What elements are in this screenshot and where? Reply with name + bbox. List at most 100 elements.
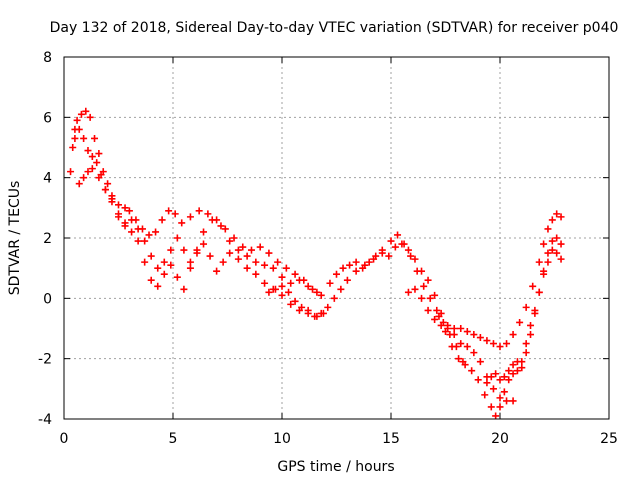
data-point (282, 264, 290, 272)
x-axis-label: GPS time / hours (277, 459, 394, 475)
series-track-1 (67, 107, 325, 299)
data-point (352, 258, 360, 266)
data-point (529, 282, 537, 290)
data-point (274, 258, 282, 266)
data-point (121, 222, 129, 230)
series-track-3 (75, 165, 327, 320)
data-point (513, 358, 521, 366)
data-point (516, 318, 524, 326)
data-point (378, 249, 386, 257)
data-point (553, 249, 561, 257)
data-point (82, 107, 90, 115)
data-point (158, 216, 166, 224)
data-point (420, 282, 428, 290)
series-track-6 (404, 210, 565, 351)
data-point (101, 186, 109, 194)
y-tick-label: 0 (43, 291, 52, 307)
data-point (91, 134, 99, 142)
data-point (352, 267, 360, 275)
data-point (461, 361, 469, 369)
data-point (509, 331, 517, 339)
data-point (385, 252, 393, 260)
data-point (213, 267, 221, 275)
data-point (448, 343, 456, 351)
data-point (304, 282, 312, 290)
data-point (261, 261, 269, 269)
data-point (186, 264, 194, 272)
y-tick-label: 6 (43, 110, 52, 126)
data-point (418, 267, 426, 275)
data-point (95, 174, 103, 182)
data-point (492, 412, 500, 419)
x-tick-label: 20 (491, 431, 509, 447)
data-point (128, 216, 136, 224)
data-point (496, 403, 504, 411)
data-point (147, 252, 155, 260)
data-point (391, 243, 399, 251)
data-point (509, 361, 517, 369)
y-tick-label: 4 (43, 171, 52, 187)
x-tick-label: 0 (60, 431, 69, 447)
data-point (553, 234, 561, 242)
data-point (483, 337, 491, 345)
data-point (206, 252, 214, 260)
data-point (535, 258, 543, 266)
data-point (219, 258, 227, 266)
data-point (265, 249, 273, 257)
data-point (269, 264, 277, 272)
data-point (513, 367, 521, 375)
data-point (221, 225, 229, 233)
data-point (247, 246, 255, 254)
data-point (265, 288, 273, 296)
data-point (337, 285, 345, 293)
data-point (317, 291, 325, 299)
data-point (278, 282, 286, 290)
axis-ticks (63, 56, 610, 420)
data-point (287, 300, 295, 308)
x-tick-label: 25 (600, 431, 618, 447)
data-point (115, 201, 122, 209)
data-point (496, 343, 504, 351)
data-point (252, 270, 260, 278)
data-point (470, 331, 478, 339)
data-point (230, 234, 238, 242)
series-track-4 (265, 231, 467, 366)
data-point (134, 237, 142, 245)
data-point (295, 276, 303, 284)
data-point (540, 240, 548, 248)
data-point (200, 228, 208, 236)
data-point (503, 340, 511, 348)
data-point (489, 385, 497, 393)
data-point (243, 252, 251, 260)
data-point (193, 246, 201, 254)
data-point (204, 210, 212, 218)
data-point (171, 210, 179, 218)
data-point (435, 312, 443, 320)
data-point (496, 394, 504, 402)
data-point (298, 303, 306, 311)
data-point (160, 258, 168, 266)
data-point (330, 294, 338, 302)
data-point (509, 370, 517, 378)
data-point (557, 240, 565, 248)
data-point (160, 270, 168, 278)
data-point (476, 334, 484, 342)
data-point (326, 279, 334, 287)
data-point (481, 391, 489, 399)
data-point (234, 255, 242, 263)
data-point (531, 309, 539, 317)
data-point (195, 207, 203, 215)
data-point (173, 273, 181, 281)
data-point (463, 328, 471, 336)
data-point (226, 249, 234, 257)
data-point (492, 370, 500, 378)
data-point (317, 309, 325, 317)
data-point (540, 270, 548, 278)
y-tick-label: -4 (38, 412, 52, 428)
data-point (455, 355, 463, 363)
data-point (557, 255, 565, 263)
data-point (548, 246, 556, 254)
data-point (271, 285, 279, 293)
x-tick-label: 10 (273, 431, 291, 447)
data-point (424, 276, 432, 284)
